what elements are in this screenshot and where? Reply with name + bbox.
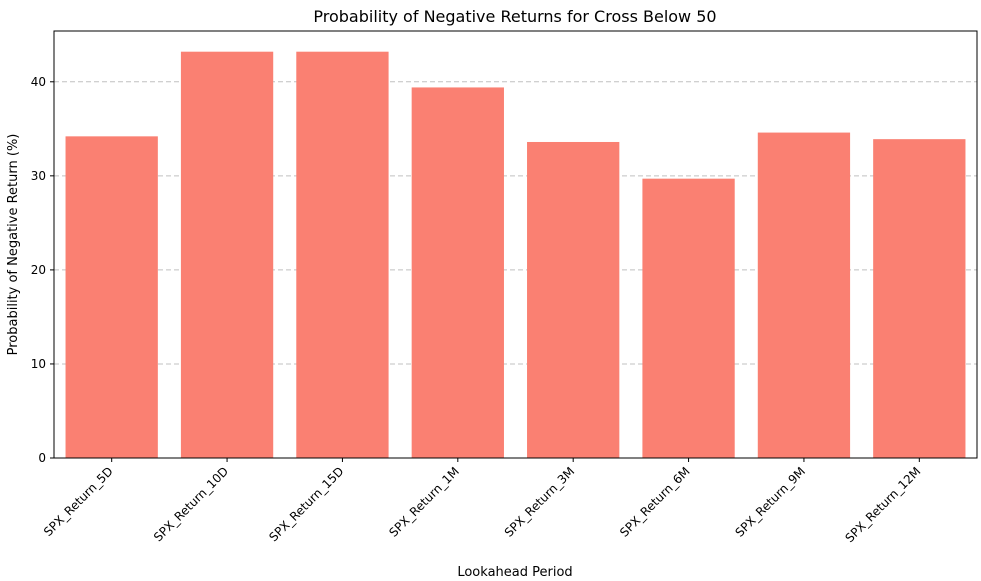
bar [642, 178, 735, 458]
bar [180, 51, 274, 459]
bar [411, 87, 504, 459]
y-tick-label: 30 [31, 169, 46, 183]
x-tick-label: SPX_Return_5D [41, 464, 116, 539]
chart-title: Probability of Negative Returns for Cros… [313, 7, 716, 26]
x-tick-label: SPX_Return_9M [732, 464, 808, 540]
bar [65, 136, 158, 458]
y-tick-label: 10 [31, 357, 46, 371]
bar [296, 51, 389, 459]
x-axis-label: Lookahead Period [457, 565, 572, 580]
y-axis-label: Probability of Negative Return (%) [6, 134, 21, 356]
x-tick-label: SPX_Return_6M [617, 464, 693, 540]
x-tick-label: SPX_Return_15D [266, 464, 346, 544]
y-tick-label: 40 [31, 75, 46, 89]
plot-frame [53, 30, 978, 459]
x-tick-label: SPX_Return_10D [151, 464, 231, 544]
x-axis: SPX_Return_5D SPX_Return_10D SPX_Return_15… [41, 458, 923, 545]
bars [65, 51, 966, 459]
y-tick-label: 20 [31, 263, 46, 277]
bar [527, 141, 620, 459]
y-axis: 0 10 20 30 40 [31, 75, 54, 465]
x-tick-label: SPX_Return_12M [842, 464, 923, 545]
bar [757, 132, 851, 458]
y-tick-label: 0 [38, 451, 46, 465]
x-tick-label: SPX_Return_3M [502, 464, 578, 540]
bar [873, 139, 966, 458]
x-tick-label: SPX_Return_1M [386, 464, 462, 540]
